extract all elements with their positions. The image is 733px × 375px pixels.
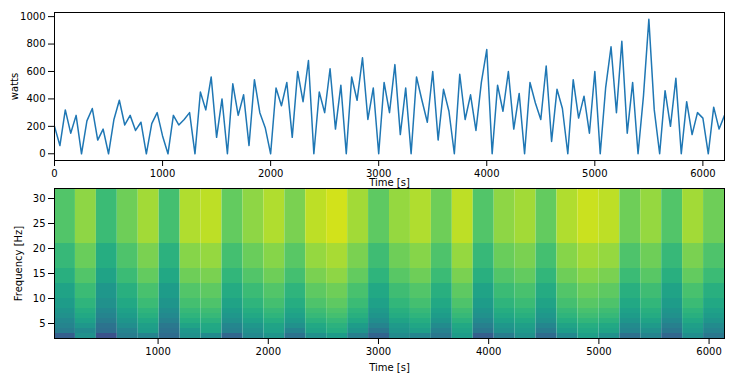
svg-text:1000: 1000 xyxy=(20,11,45,22)
svg-text:Frequency [Hz]: Frequency [Hz] xyxy=(13,226,24,302)
svg-text:Time [s]: Time [s] xyxy=(368,362,410,373)
svg-text:4000: 4000 xyxy=(476,346,501,357)
svg-text:800: 800 xyxy=(26,38,45,49)
svg-text:200: 200 xyxy=(26,121,45,132)
svg-text:5000: 5000 xyxy=(582,168,607,179)
svg-text:400: 400 xyxy=(26,93,45,104)
svg-text:15: 15 xyxy=(33,268,46,279)
svg-text:1000: 1000 xyxy=(150,168,175,179)
svg-text:0: 0 xyxy=(51,168,57,179)
svg-text:5: 5 xyxy=(39,318,45,329)
svg-text:3000: 3000 xyxy=(366,167,392,179)
svg-text:20: 20 xyxy=(33,243,46,254)
svg-text:30: 30 xyxy=(33,193,46,204)
svg-text:Time [s]: Time [s] xyxy=(368,177,410,188)
svg-text:6000: 6000 xyxy=(690,168,715,179)
svg-text:5000: 5000 xyxy=(586,346,611,357)
svg-text:3000: 3000 xyxy=(366,346,391,357)
svg-text:6000: 6000 xyxy=(696,346,721,357)
svg-text:1000: 1000 xyxy=(145,346,170,357)
svg-text:10: 10 xyxy=(33,293,46,304)
svg-text:2000: 2000 xyxy=(256,346,281,357)
svg-text:600: 600 xyxy=(26,66,45,77)
svg-text:4000: 4000 xyxy=(474,168,499,179)
svg-text:25: 25 xyxy=(33,218,46,229)
svg-text:0: 0 xyxy=(39,148,45,159)
svg-text:2000: 2000 xyxy=(258,168,283,179)
svg-text:watts: watts xyxy=(9,73,20,100)
